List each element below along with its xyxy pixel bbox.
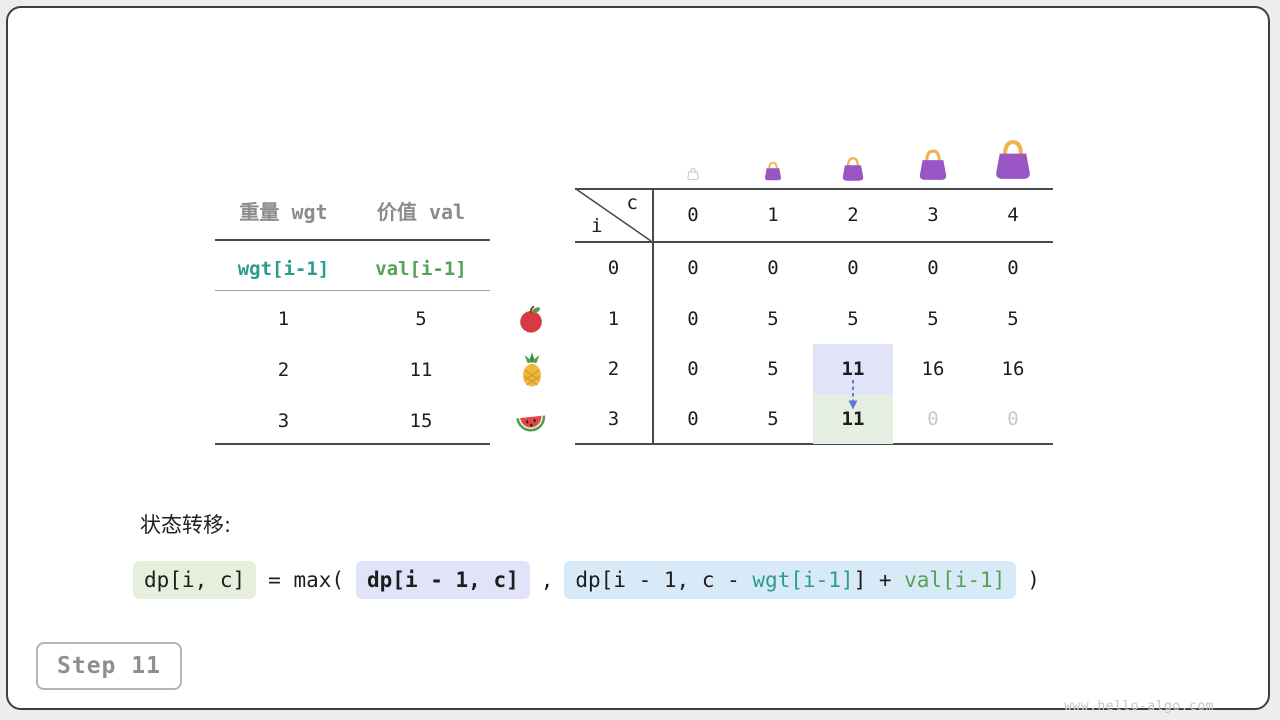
dp-col-header-1: 1 <box>767 204 779 226</box>
item-wgt-3: 3 <box>277 410 290 432</box>
item-val-1: 5 <box>415 308 427 330</box>
dp-col-header-0: 0 <box>687 204 699 226</box>
dp-cell-0-4: 0 <box>1007 256 1019 279</box>
item-table-mid-rule <box>215 290 490 291</box>
dp-cell-2-3: 16 <box>921 358 945 380</box>
item-val-2: 11 <box>409 359 433 381</box>
dp-cell-3-0: 0 <box>687 408 699 430</box>
bag-size-2-icon <box>839 156 867 187</box>
dp-col-header-3: 3 <box>927 204 939 226</box>
dp-table-bottom-rule <box>575 443 1053 445</box>
bag-size-3-icon <box>915 148 951 187</box>
corner-diagonal-line <box>575 188 652 242</box>
item-table-top-rule <box>215 239 490 241</box>
bag-size-4-icon <box>990 138 1036 187</box>
dp-cell-3-1: 5 <box>767 408 779 430</box>
dp-row-headers: 0 1 2 3 <box>575 242 652 444</box>
corner-col-var: c <box>626 192 638 214</box>
formula-lhs-box: dp[i, c] <box>133 561 257 599</box>
dp-cell-2-2-highlighted: 11 <box>813 344 893 394</box>
dp-col-headers: 0 1 2 3 4 <box>653 188 1053 242</box>
dp-cell-1-4: 5 <box>1007 307 1019 330</box>
pineapple-icon <box>517 352 547 392</box>
dp-cell-0-0: 0 <box>687 256 699 279</box>
state-transition-formula: dp[i, c] = max( dp[i - 1, c] , dp[i - 1,… <box>133 561 1040 599</box>
item-table-var-wgt: wgt[i-1] <box>237 258 330 280</box>
step-badge-wrap: Step 11 <box>36 642 182 690</box>
dp-cell-1-0: 0 <box>687 307 699 330</box>
apple-icon <box>516 304 546 338</box>
item-table-header-wgt: 重量 wgt <box>239 200 328 224</box>
item-wgt-1: 1 <box>277 308 290 330</box>
dp-cell-0-2: 0 <box>847 256 859 279</box>
formula-comma: , <box>540 568 554 592</box>
dp-row-header-3: 3 <box>607 408 620 430</box>
item-table-bottom-rule <box>215 443 490 445</box>
dp-row-header-1: 1 <box>607 307 620 330</box>
formula-arg2-wgt: wgt[i-1] <box>752 568 854 592</box>
dp-cell-0-3: 0 <box>927 256 939 279</box>
dp-table-top-rule <box>575 188 1053 190</box>
formula-arg2-mid: ] + <box>853 568 905 592</box>
dp-cell-1-3: 5 <box>927 307 939 330</box>
dp-table-cells: 0 0 0 0 0 0 5 5 5 5 0 5 11 16 16 0 5 11 … <box>653 242 1053 444</box>
dp-cell-2-0: 0 <box>687 358 699 380</box>
watermark: www.hello-algo.com <box>1064 699 1214 714</box>
watermelon-icon <box>515 408 547 438</box>
dp-cell-0-1: 0 <box>767 256 779 279</box>
dp-cell-1-2: 5 <box>847 307 859 330</box>
dp-row-header-2: 2 <box>607 358 620 380</box>
item-table-var-val: val[i-1] <box>375 258 467 280</box>
transition-arrow-icon <box>848 380 858 410</box>
formula-arg1-box: dp[i - 1, c] <box>356 561 530 599</box>
bag-size-1-icon <box>762 161 784 186</box>
formula-arg2-box: dp[i - 1, c - wgt[i-1]] + val[i-1] <box>564 561 1017 599</box>
dp-cell-3-2-highlighted: 11 <box>813 394 893 444</box>
step-badge: Step 11 <box>36 642 182 690</box>
dp-table-vertical-rule <box>652 188 654 445</box>
dp-cell-2-4: 16 <box>1001 358 1025 380</box>
item-wgt-2: 2 <box>277 359 290 381</box>
corner-row-var: i <box>591 215 603 237</box>
dp-table-corner: c i <box>575 188 652 242</box>
item-val-3: 15 <box>409 410 433 432</box>
dp-col-header-4: 4 <box>1007 204 1019 226</box>
dp-cell-1-1: 5 <box>767 307 779 330</box>
formula-arg2-pre: dp[i - 1, c - <box>575 568 753 592</box>
dp-cell-2-1: 5 <box>767 358 779 380</box>
formula-equals-max: = max( <box>268 568 345 592</box>
formula-arg2-val: val[i-1] <box>904 568 1006 592</box>
dp-row-header-0: 0 <box>607 256 620 279</box>
dp-table-header-rule <box>575 241 1053 243</box>
item-table-header-val: 价值 val <box>376 200 466 224</box>
state-transition-label: 状态转移: <box>140 513 232 537</box>
formula-close-paren: ) <box>1027 568 1040 592</box>
bag-ghost-icon <box>686 166 700 185</box>
dp-cell-3-3: 0 <box>927 408 939 430</box>
dp-cell-3-4: 0 <box>1007 408 1019 430</box>
dp-col-header-2: 2 <box>847 204 859 226</box>
